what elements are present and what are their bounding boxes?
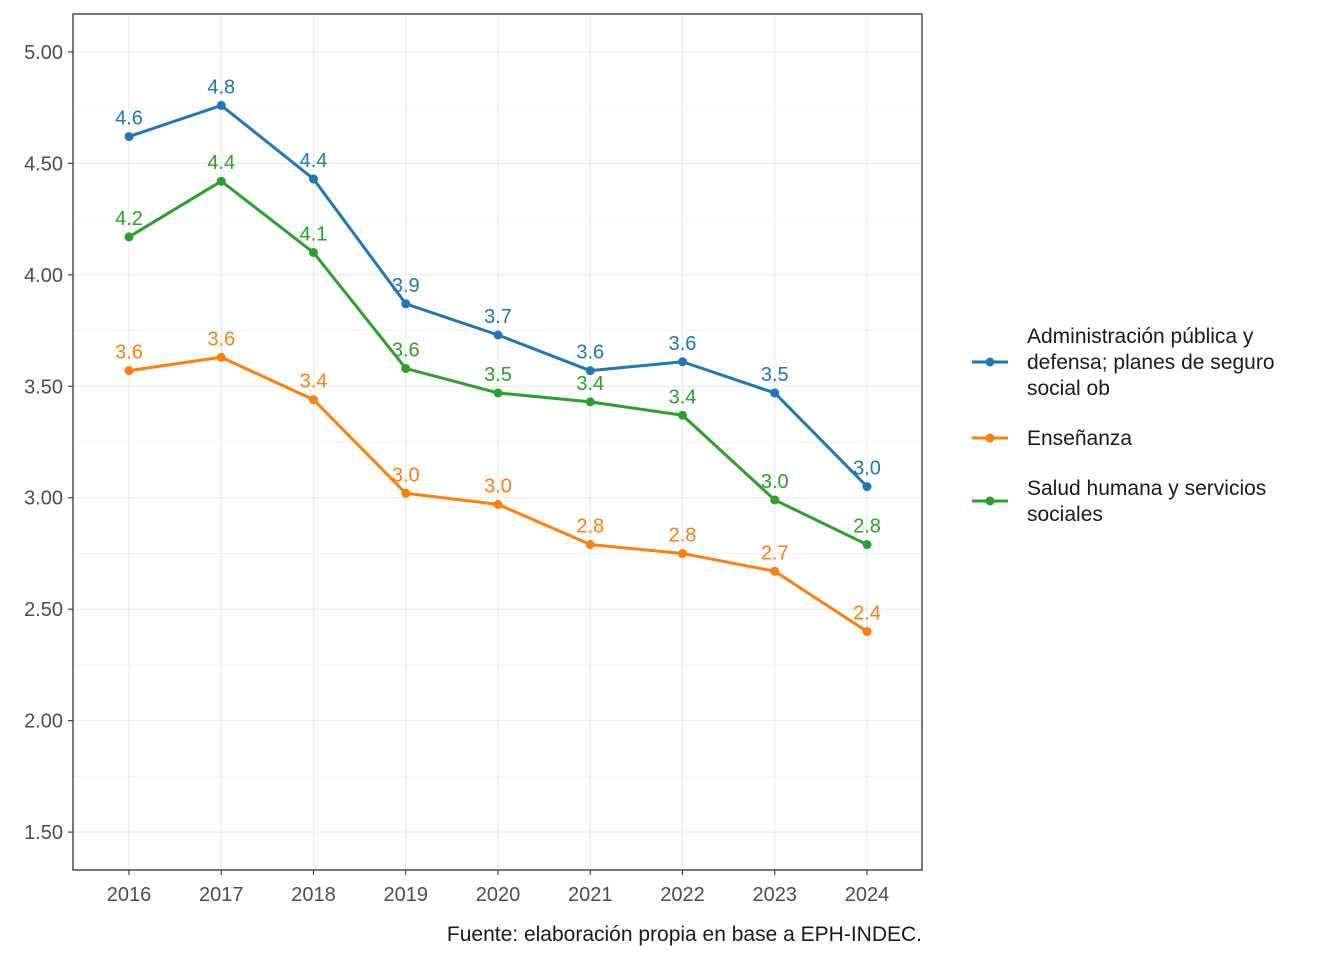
x-tick-label: 2022 (660, 884, 705, 906)
legend: Administración pública y defensa; planes … (972, 325, 1275, 526)
x-tick-label: 2023 (753, 884, 798, 906)
legend-key-point-0 (985, 357, 995, 367)
data-label-0: 3.7 (484, 306, 512, 328)
data-label-0: 4.8 (207, 76, 235, 98)
data-label-2: 3.4 (576, 373, 604, 395)
y-tick-label: 1.50 (24, 822, 63, 844)
data-label-0: 3.6 (576, 342, 604, 364)
axis-layer: 1.50 2.00 2.50 3.00 3.50 4.00 4.50 5.00 2016 2017… (24, 42, 889, 906)
y-tick-label: 4.50 (24, 153, 63, 175)
legend-label-1: Enseñanza (1027, 427, 1132, 450)
data-point-2 (401, 363, 411, 373)
data-label-1: 2.8 (576, 516, 604, 538)
data-point-0 (216, 100, 226, 110)
x-tick-label: 2016 (107, 884, 152, 906)
data-point-0 (124, 132, 134, 142)
y-tick-label: 3.50 (24, 376, 63, 398)
data-point-1 (401, 488, 411, 498)
data-label-0: 3.5 (761, 364, 789, 386)
data-point-0 (862, 482, 872, 492)
data-label-2: 3.5 (484, 364, 512, 386)
data-point-1 (770, 566, 780, 576)
data-label-1: 3.6 (115, 342, 143, 364)
y-tick-label: 2.00 (24, 711, 63, 733)
data-label-1: 3.0 (484, 475, 512, 497)
x-tick-label: 2021 (568, 884, 613, 906)
y-tick-label: 5.00 (24, 42, 63, 64)
data-point-0 (585, 366, 595, 376)
data-label-1: 3.6 (207, 328, 235, 350)
data-point-0 (493, 330, 503, 340)
data-label-1: 3.4 (300, 371, 328, 393)
x-tick-label: 2019 (384, 884, 429, 906)
series-layer: 4.6 4.8 4.4 3.9 3.7 3.6 3.6 3.5 3.0 3.6 3.6 3.4 3.0 3… (115, 76, 881, 636)
legend-label-0: defensa; planes de seguro (1027, 351, 1275, 374)
data-point-2 (585, 397, 595, 407)
data-point-0 (678, 357, 687, 367)
grid-major (73, 14, 922, 870)
data-label-2: 3.0 (761, 471, 789, 493)
data-point-2 (124, 232, 134, 242)
data-point-2 (862, 540, 872, 550)
legend-label-0: Administración pública y (1027, 325, 1254, 348)
legend-key-point-1 (985, 433, 995, 443)
data-label-0: 3.0 (853, 458, 881, 480)
data-label-1: 3.0 (392, 464, 420, 486)
y-tick-label: 2.50 (24, 599, 63, 621)
data-point-2 (309, 248, 318, 258)
data-point-0 (309, 174, 318, 184)
x-tick-label: 2024 (845, 884, 890, 906)
data-label-0: 4.4 (300, 150, 328, 172)
x-tick-label: 2017 (199, 884, 244, 906)
data-label-2: 3.6 (392, 339, 420, 361)
data-label-0: 3.6 (669, 333, 697, 355)
legend-key-point-2 (985, 496, 995, 506)
data-point-0 (401, 299, 411, 309)
data-label-1: 2.8 (669, 524, 697, 546)
data-point-2 (678, 410, 687, 420)
legend-label-2: sociales (1027, 503, 1103, 526)
data-point-1 (493, 499, 503, 509)
data-label-1: 2.7 (761, 542, 789, 564)
data-point-1 (309, 395, 318, 405)
data-point-1 (124, 366, 134, 376)
legend-label-0: social ob (1027, 377, 1110, 400)
x-tick-label: 2020 (476, 884, 521, 906)
y-tick-label: 3.00 (24, 488, 63, 510)
data-point-0 (770, 388, 780, 398)
y-tick-label: 4.00 (24, 265, 63, 287)
data-label-0: 3.9 (392, 275, 420, 297)
data-point-1 (216, 352, 226, 362)
legend-label-2: Salud humana y servicios (1027, 477, 1266, 500)
data-point-1 (862, 626, 872, 636)
data-label-2: 2.8 (853, 516, 881, 538)
data-point-2 (493, 388, 503, 398)
data-point-1 (678, 548, 687, 558)
data-label-2: 4.1 (300, 224, 328, 246)
data-label-1: 2.4 (853, 602, 881, 624)
data-point-2 (770, 495, 780, 505)
data-point-1 (585, 540, 595, 550)
data-label-2: 4.4 (207, 152, 235, 174)
data-point-2 (216, 176, 226, 186)
chart-caption: Fuente: elaboración propia en base a EPH… (447, 923, 922, 946)
data-label-2: 4.2 (115, 208, 143, 230)
x-tick-label: 2018 (291, 884, 336, 906)
data-label-2: 3.4 (669, 386, 697, 408)
data-label-0: 4.6 (115, 108, 143, 130)
